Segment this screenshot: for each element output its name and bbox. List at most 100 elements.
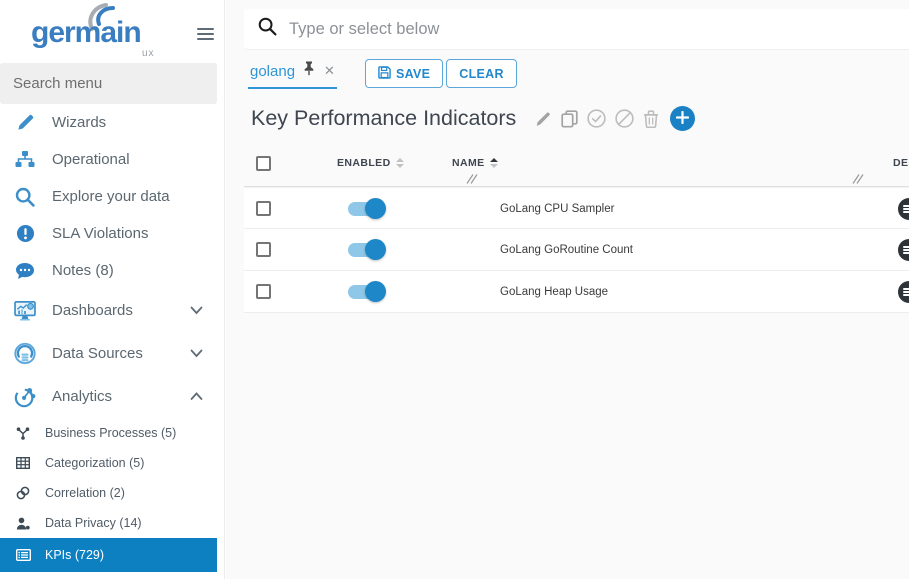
save-icon — [378, 65, 391, 82]
title-row: Key Performance Indicators — [251, 106, 696, 131]
sidebar-subitem-kpis[interactable]: KPIs (729) — [0, 538, 217, 572]
sidebar-subitem-correlation[interactable]: Correlation (2) — [0, 478, 217, 508]
column-header-description[interactable]: DESCRIPTION — [893, 157, 909, 169]
sidebar-subitem-data-privacy[interactable]: Data Privacy (14) — [0, 508, 217, 538]
column-header-label: ENABLED — [337, 157, 391, 169]
chevron-down-icon — [190, 302, 203, 320]
comment-icon — [14, 260, 36, 282]
filter-bar: golang ✕ SAVE CLEAR — [248, 57, 517, 93]
main-content: golang ✕ SAVE CLEAR Key Performanc — [226, 0, 909, 579]
top-search-input[interactable] — [289, 19, 909, 39]
table-header: ENABLED NAME DESCRIPTION — [244, 146, 909, 187]
sidebar-item-label: Analytics — [52, 388, 113, 405]
kpi-name: GoLang Heap Usage — [500, 286, 609, 298]
plus-icon — [676, 110, 690, 127]
kpi-name: GoLang CPU Sampler — [500, 203, 615, 215]
column-header-name[interactable]: NAME — [452, 157, 498, 169]
page-title: Key Performance Indicators — [251, 106, 517, 130]
link-icon — [15, 485, 31, 501]
sidebar-subitem-label: Correlation (2) — [45, 486, 125, 500]
chevron-up-icon — [190, 388, 203, 406]
trash-icon[interactable] — [643, 109, 659, 128]
sidebar-item-notes[interactable]: Notes (8) — [0, 252, 217, 289]
table-grid-icon — [15, 455, 31, 471]
data-sources-icon — [14, 342, 36, 365]
sidebar-item-dashboards[interactable]: Dashboards — [0, 289, 217, 332]
table-row: GoLang GoRoutine Count — [244, 229, 909, 271]
sidebar-item-sla-violations[interactable]: SLA Violations — [0, 215, 217, 252]
sidebar-subitem-label: Categorization (5) — [45, 456, 145, 470]
check-circle-icon[interactable] — [587, 109, 606, 128]
sidebar-item-label: Explore your data — [52, 188, 170, 205]
sidebar-item-label: SLA Violations — [52, 225, 149, 242]
sidebar-item-analytics[interactable]: Analytics — [0, 375, 217, 418]
logo-text: germain — [31, 16, 142, 49]
copy-icon[interactable] — [561, 109, 578, 128]
filter-chip-golang[interactable]: golang ✕ — [248, 57, 337, 89]
add-kpi-button[interactable] — [670, 106, 696, 131]
search-icon — [258, 17, 277, 41]
sort-asc-icon — [489, 158, 498, 168]
sidebar-item-label: Data Sources — [52, 345, 143, 362]
sidebar-item-label: Operational — [52, 151, 130, 168]
sidebar-subitem-label: Data Privacy (14) — [45, 516, 142, 530]
logo-swoosh-icon — [86, 2, 124, 37]
column-header-label: NAME — [452, 157, 485, 169]
business-processes-icon — [15, 425, 31, 441]
sitemap-icon — [14, 149, 36, 171]
kpi-list-icon — [15, 547, 31, 563]
chevron-down-icon — [190, 345, 203, 363]
filter-chip-label: golang — [250, 62, 296, 80]
alert-circle-icon — [14, 223, 36, 245]
sidebar-item-operational[interactable]: Operational — [0, 141, 217, 178]
sort-icon — [395, 158, 404, 168]
sidebar-search-input[interactable] — [0, 63, 217, 104]
column-header-enabled[interactable]: ENABLED — [337, 157, 404, 169]
table-row: GoLang Heap Usage — [244, 271, 909, 313]
edit-icon[interactable] — [534, 110, 552, 128]
logo-sub-text: ux — [142, 48, 155, 59]
search-icon — [14, 186, 36, 208]
sidebar-subitem-label: KPIs (729) — [45, 548, 105, 562]
description-badge-icon[interactable] — [898, 198, 909, 220]
enabled-toggle[interactable] — [348, 198, 386, 219]
sidebar-item-data-sources[interactable]: Data Sources — [0, 332, 217, 375]
pin-icon[interactable] — [303, 61, 315, 81]
sidebar-item-label: Notes (8) — [52, 262, 114, 279]
analytics-icon — [14, 386, 36, 408]
enabled-toggle[interactable] — [348, 239, 386, 260]
column-resize-handle[interactable] — [466, 172, 478, 190]
sidebar-item-label: Dashboards — [52, 302, 133, 319]
sidebar-subitem-business-processes[interactable]: Business Processes (5) — [0, 418, 217, 448]
row-checkbox[interactable] — [256, 201, 271, 216]
sidebar-nav: Wizards Operational Explore your data — [0, 104, 217, 572]
remove-chip-icon[interactable]: ✕ — [324, 63, 335, 78]
filter-buttons: SAVE CLEAR — [364, 59, 517, 88]
description-badge-icon[interactable] — [898, 281, 909, 303]
sidebar-item-explore[interactable]: Explore your data — [0, 178, 217, 215]
description-badge-icon[interactable] — [898, 239, 909, 261]
sidebar-item-wizards[interactable]: Wizards — [0, 104, 217, 141]
column-resize-handle[interactable] — [852, 172, 864, 190]
select-all-checkbox[interactable] — [256, 156, 271, 171]
enabled-toggle[interactable] — [348, 281, 386, 302]
ban-icon[interactable] — [615, 109, 634, 128]
column-header-label: DESCRIPTION — [893, 157, 909, 169]
save-button[interactable]: SAVE — [364, 59, 444, 88]
pencil-icon — [14, 112, 36, 134]
user-privacy-icon — [15, 515, 31, 531]
table-row: GoLang CPU Sampler — [244, 187, 909, 229]
row-checkbox[interactable] — [256, 242, 271, 257]
hamburger-menu-icon[interactable] — [197, 25, 214, 43]
sidebar-item-label: Wizards — [52, 114, 107, 131]
sidebar: germain ux Wizards O — [0, 0, 225, 579]
kpi-name: GoLang GoRoutine Count — [500, 244, 633, 256]
sidebar-subitem-categorization[interactable]: Categorization (5) — [0, 448, 217, 478]
row-checkbox[interactable] — [256, 284, 271, 299]
save-button-label: SAVE — [395, 66, 431, 81]
kpi-table: ENABLED NAME DESCRIPTION — [244, 146, 909, 313]
clear-button[interactable]: CLEAR — [446, 59, 517, 88]
dashboards-icon — [14, 300, 36, 322]
sidebar-subitem-label: Business Processes (5) — [45, 426, 177, 440]
